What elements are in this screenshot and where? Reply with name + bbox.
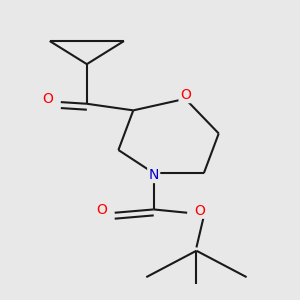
Text: O: O xyxy=(180,88,191,102)
Text: N: N xyxy=(148,168,159,182)
Text: O: O xyxy=(96,203,107,217)
Text: O: O xyxy=(194,204,205,218)
Text: O: O xyxy=(42,92,53,106)
